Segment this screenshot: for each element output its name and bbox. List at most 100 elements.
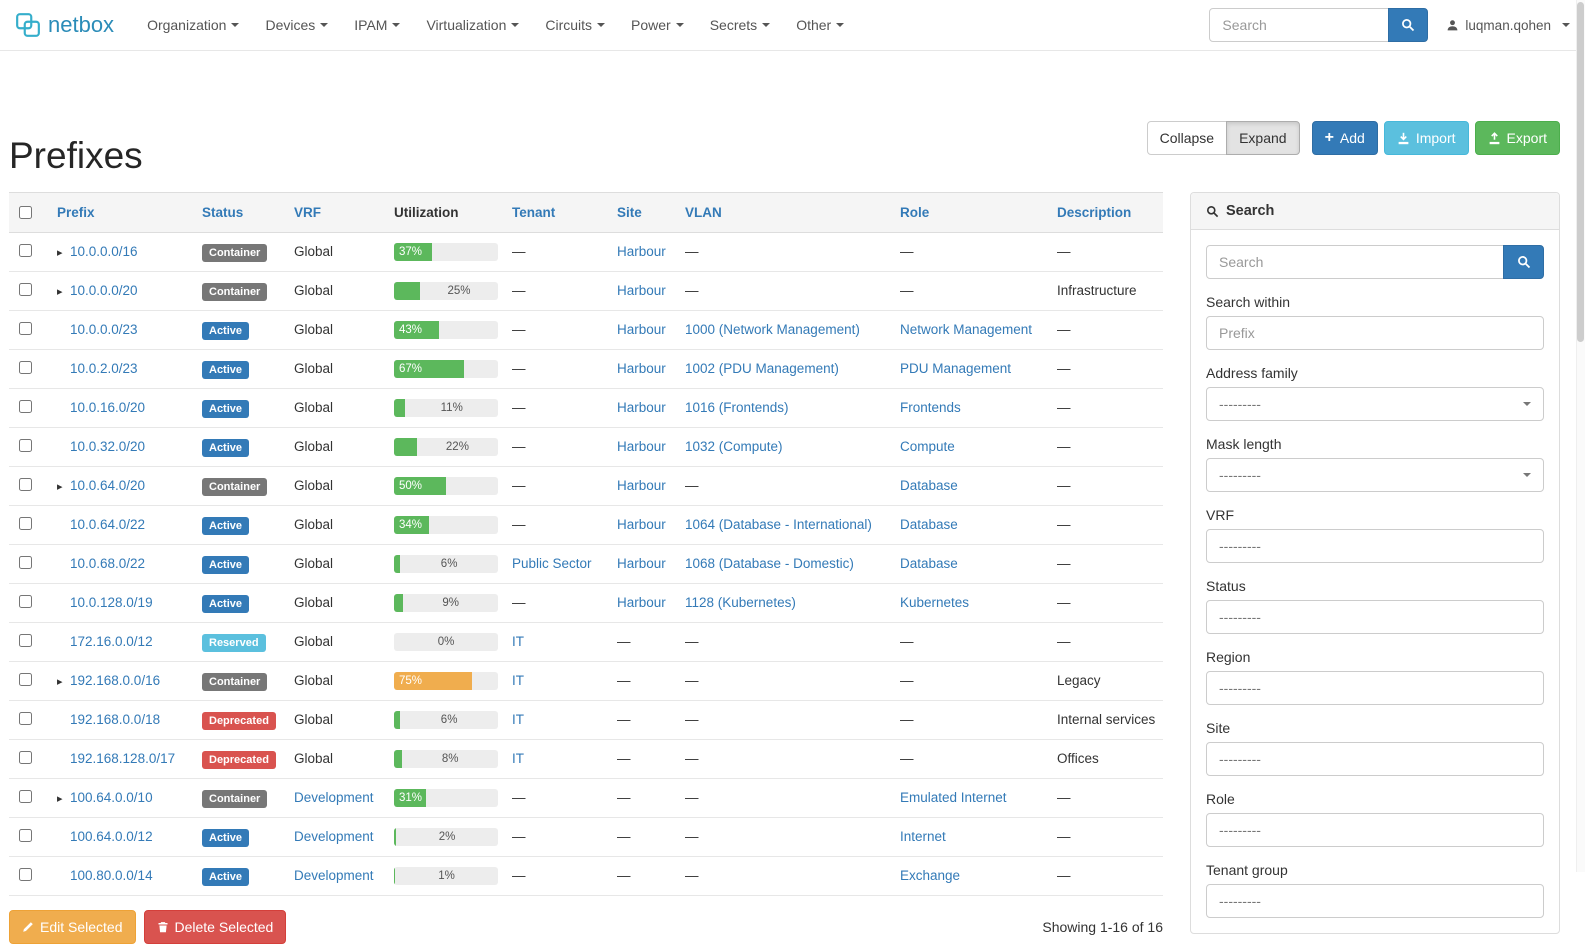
site-link[interactable]: Harbour [617, 361, 666, 376]
import-button[interactable]: Import [1383, 121, 1469, 155]
tenant-link[interactable]: Public Sector [512, 556, 592, 571]
tenant-link[interactable]: IT [512, 634, 524, 649]
nav-menu-secrets[interactable]: Secrets [697, 1, 783, 49]
netbox-logo[interactable]: netbox [15, 12, 114, 38]
vlan-link[interactable]: 1016 (Frontends) [685, 400, 789, 415]
nav-menu-circuits[interactable]: Circuits [532, 1, 618, 49]
column-header-description[interactable]: Description [1051, 192, 1163, 233]
filter-list-region[interactable]: --------- [1206, 671, 1544, 705]
column-header-prefix[interactable]: Prefix [51, 192, 196, 233]
column-header-vrf[interactable]: VRF [288, 192, 388, 233]
column-header-site[interactable]: Site [611, 192, 679, 233]
prefix-link[interactable]: 100.64.0.0/10 [70, 789, 153, 805]
filter-select-mask-length[interactable]: --------- [1206, 458, 1544, 492]
prefix-link[interactable]: 10.0.64.0/22 [70, 517, 146, 532]
vrf-link[interactable]: Development [294, 868, 374, 883]
row-checkbox[interactable] [19, 829, 32, 842]
filter-list-vrf[interactable]: --------- [1206, 529, 1544, 563]
nav-menu-other[interactable]: Other [783, 1, 857, 49]
filter-list-status[interactable]: --------- [1206, 600, 1544, 634]
row-checkbox[interactable] [19, 361, 32, 374]
prefix-link[interactable]: 172.16.0.0/12 [70, 634, 153, 649]
scrollbar[interactable] [1576, 0, 1585, 872]
row-checkbox[interactable] [19, 790, 32, 803]
row-checkbox[interactable] [19, 673, 32, 686]
row-checkbox[interactable] [19, 868, 32, 881]
delete-selected-button[interactable]: Delete Selected [143, 910, 287, 944]
filter-select-address-family[interactable]: --------- [1206, 387, 1544, 421]
tenant-link[interactable]: IT [512, 712, 524, 727]
site-link[interactable]: Harbour [617, 322, 666, 337]
vrf-link[interactable]: Development [294, 790, 374, 805]
prefix-link[interactable]: 192.168.0.0/16 [70, 672, 161, 688]
prefix-link[interactable]: 10.0.68.0/22 [70, 556, 146, 571]
vlan-link[interactable]: 1000 (Network Management) [685, 322, 860, 337]
prefix-link[interactable]: 10.0.32.0/20 [70, 439, 146, 454]
role-link[interactable]: Network Management [900, 322, 1033, 337]
role-link[interactable]: Frontends [900, 400, 961, 415]
row-checkbox[interactable] [19, 244, 32, 257]
filter-list-role[interactable]: --------- [1206, 813, 1544, 847]
role-link[interactable]: Exchange [900, 868, 961, 883]
row-checkbox[interactable] [19, 556, 32, 569]
export-button[interactable]: Export [1474, 121, 1560, 155]
row-checkbox[interactable] [19, 322, 32, 335]
site-link[interactable]: Harbour [617, 478, 666, 493]
select-all-checkbox[interactable] [19, 206, 32, 219]
role-link[interactable]: Kubernetes [900, 595, 970, 610]
nav-menu-ipam[interactable]: IPAM [341, 1, 413, 49]
vlan-link[interactable]: 1032 (Compute) [685, 439, 783, 454]
prefix-link[interactable]: 192.168.128.0/17 [70, 751, 176, 766]
prefix-link[interactable]: 100.80.0.0/14 [70, 868, 153, 883]
prefix-link[interactable]: 10.0.128.0/19 [70, 595, 153, 610]
expand-toggle-icon[interactable]: ▸ [57, 285, 63, 298]
site-link[interactable]: Harbour [617, 556, 666, 571]
scrollbar-thumb[interactable] [1577, 2, 1584, 342]
column-header-role[interactable]: Role [894, 192, 1051, 233]
row-checkbox[interactable] [19, 751, 32, 764]
nav-menu-virtualization[interactable]: Virtualization [413, 1, 532, 49]
prefix-link[interactable]: 10.0.0.0/16 [70, 243, 138, 259]
user-menu[interactable]: luqman.qohen [1446, 18, 1570, 33]
nav-menu-devices[interactable]: Devices [252, 1, 341, 49]
vlan-link[interactable]: 1002 (PDU Management) [685, 361, 839, 376]
row-checkbox[interactable] [19, 595, 32, 608]
vrf-link[interactable]: Development [294, 829, 374, 844]
collapse-button[interactable]: Collapse [1146, 121, 1228, 155]
expand-toggle-icon[interactable]: ▸ [57, 480, 63, 493]
row-checkbox[interactable] [19, 439, 32, 452]
column-header-vlan[interactable]: VLAN [679, 192, 894, 233]
site-link[interactable]: Harbour [617, 244, 666, 259]
global-search-input[interactable] [1209, 8, 1390, 42]
edit-selected-button[interactable]: Edit Selected [9, 910, 136, 944]
role-link[interactable]: Database [900, 478, 958, 493]
role-link[interactable]: Internet [900, 829, 946, 844]
filter-search-input[interactable] [1206, 245, 1504, 279]
row-checkbox[interactable] [19, 283, 32, 296]
row-checkbox[interactable] [19, 634, 32, 647]
role-link[interactable]: Database [900, 556, 958, 571]
filter-input-search-within[interactable] [1206, 316, 1544, 350]
prefix-link[interactable]: 10.0.2.0/23 [70, 361, 138, 376]
site-link[interactable]: Harbour [617, 595, 666, 610]
prefix-link[interactable]: 192.168.0.0/18 [70, 712, 161, 727]
vlan-link[interactable]: 1064 (Database - International) [685, 517, 872, 532]
add-button[interactable]: + Add [1311, 121, 1378, 155]
column-header-tenant[interactable]: Tenant [506, 192, 611, 233]
filter-list-site[interactable]: --------- [1206, 742, 1544, 776]
role-link[interactable]: PDU Management [900, 361, 1012, 376]
site-link[interactable]: Harbour [617, 439, 666, 454]
filter-search-button[interactable] [1503, 245, 1544, 279]
expand-toggle-icon[interactable]: ▸ [57, 675, 63, 688]
nav-menu-organization[interactable]: Organization [134, 1, 252, 49]
prefix-link[interactable]: 10.0.0.0/20 [70, 282, 138, 298]
vlan-link[interactable]: 1128 (Kubernetes) [685, 595, 796, 610]
row-checkbox[interactable] [19, 478, 32, 491]
vlan-link[interactable]: 1068 (Database - Domestic) [685, 556, 854, 571]
site-link[interactable]: Harbour [617, 400, 666, 415]
nav-menu-power[interactable]: Power [618, 1, 697, 49]
site-link[interactable]: Harbour [617, 517, 666, 532]
tenant-link[interactable]: IT [512, 673, 524, 688]
role-link[interactable]: Database [900, 517, 958, 532]
role-link[interactable]: Emulated Internet [900, 790, 1007, 805]
